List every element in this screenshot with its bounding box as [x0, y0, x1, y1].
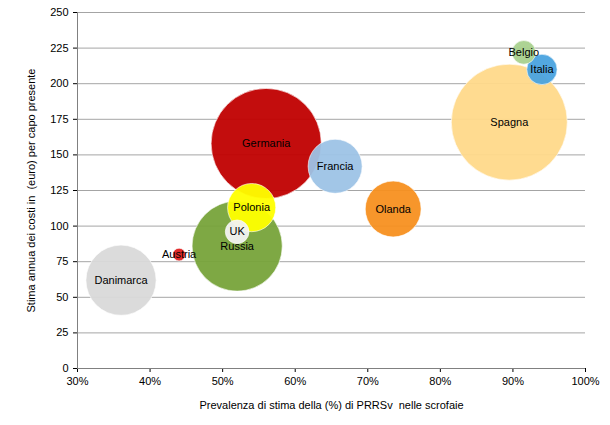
svg-text:Polonia: Polonia: [233, 201, 271, 213]
svg-text:Germania: Germania: [242, 137, 291, 149]
svg-text:Prevalenza di stima della (%): Prevalenza di stima della (%) di PRRSv n…: [199, 399, 463, 411]
svg-text:80%: 80%: [429, 375, 451, 387]
svg-text:150: 150: [50, 148, 68, 160]
svg-text:125: 125: [50, 184, 68, 196]
svg-text:60%: 60%: [284, 375, 306, 387]
svg-text:Olanda: Olanda: [375, 203, 411, 215]
svg-text:Francia: Francia: [317, 160, 355, 172]
svg-text:175: 175: [50, 113, 68, 125]
svg-text:Italia: Italia: [530, 63, 554, 75]
svg-text:Stima annua dei costi in (eur: Stima annua dei costi in (euro) per capo…: [25, 69, 37, 313]
svg-text:25: 25: [56, 326, 68, 338]
svg-text:100%: 100%: [571, 375, 599, 387]
svg-text:70%: 70%: [357, 375, 379, 387]
svg-text:100: 100: [50, 220, 68, 232]
svg-text:Belgio: Belgio: [509, 46, 540, 58]
svg-text:75: 75: [56, 255, 68, 267]
svg-text:Russia: Russia: [220, 240, 255, 252]
svg-text:Danimarca: Danimarca: [94, 274, 148, 286]
svg-text:200: 200: [50, 77, 68, 89]
svg-text:0: 0: [62, 362, 68, 374]
svg-text:225: 225: [50, 42, 68, 54]
svg-text:40%: 40%: [139, 375, 161, 387]
svg-text:Spagna: Spagna: [490, 116, 529, 128]
svg-text:30%: 30%: [66, 375, 88, 387]
svg-text:50%: 50%: [212, 375, 234, 387]
svg-text:UK: UK: [230, 225, 246, 237]
svg-text:50: 50: [56, 291, 68, 303]
svg-text:250: 250: [50, 6, 68, 18]
svg-text:90%: 90%: [502, 375, 524, 387]
svg-text:Austria: Austria: [162, 248, 197, 260]
